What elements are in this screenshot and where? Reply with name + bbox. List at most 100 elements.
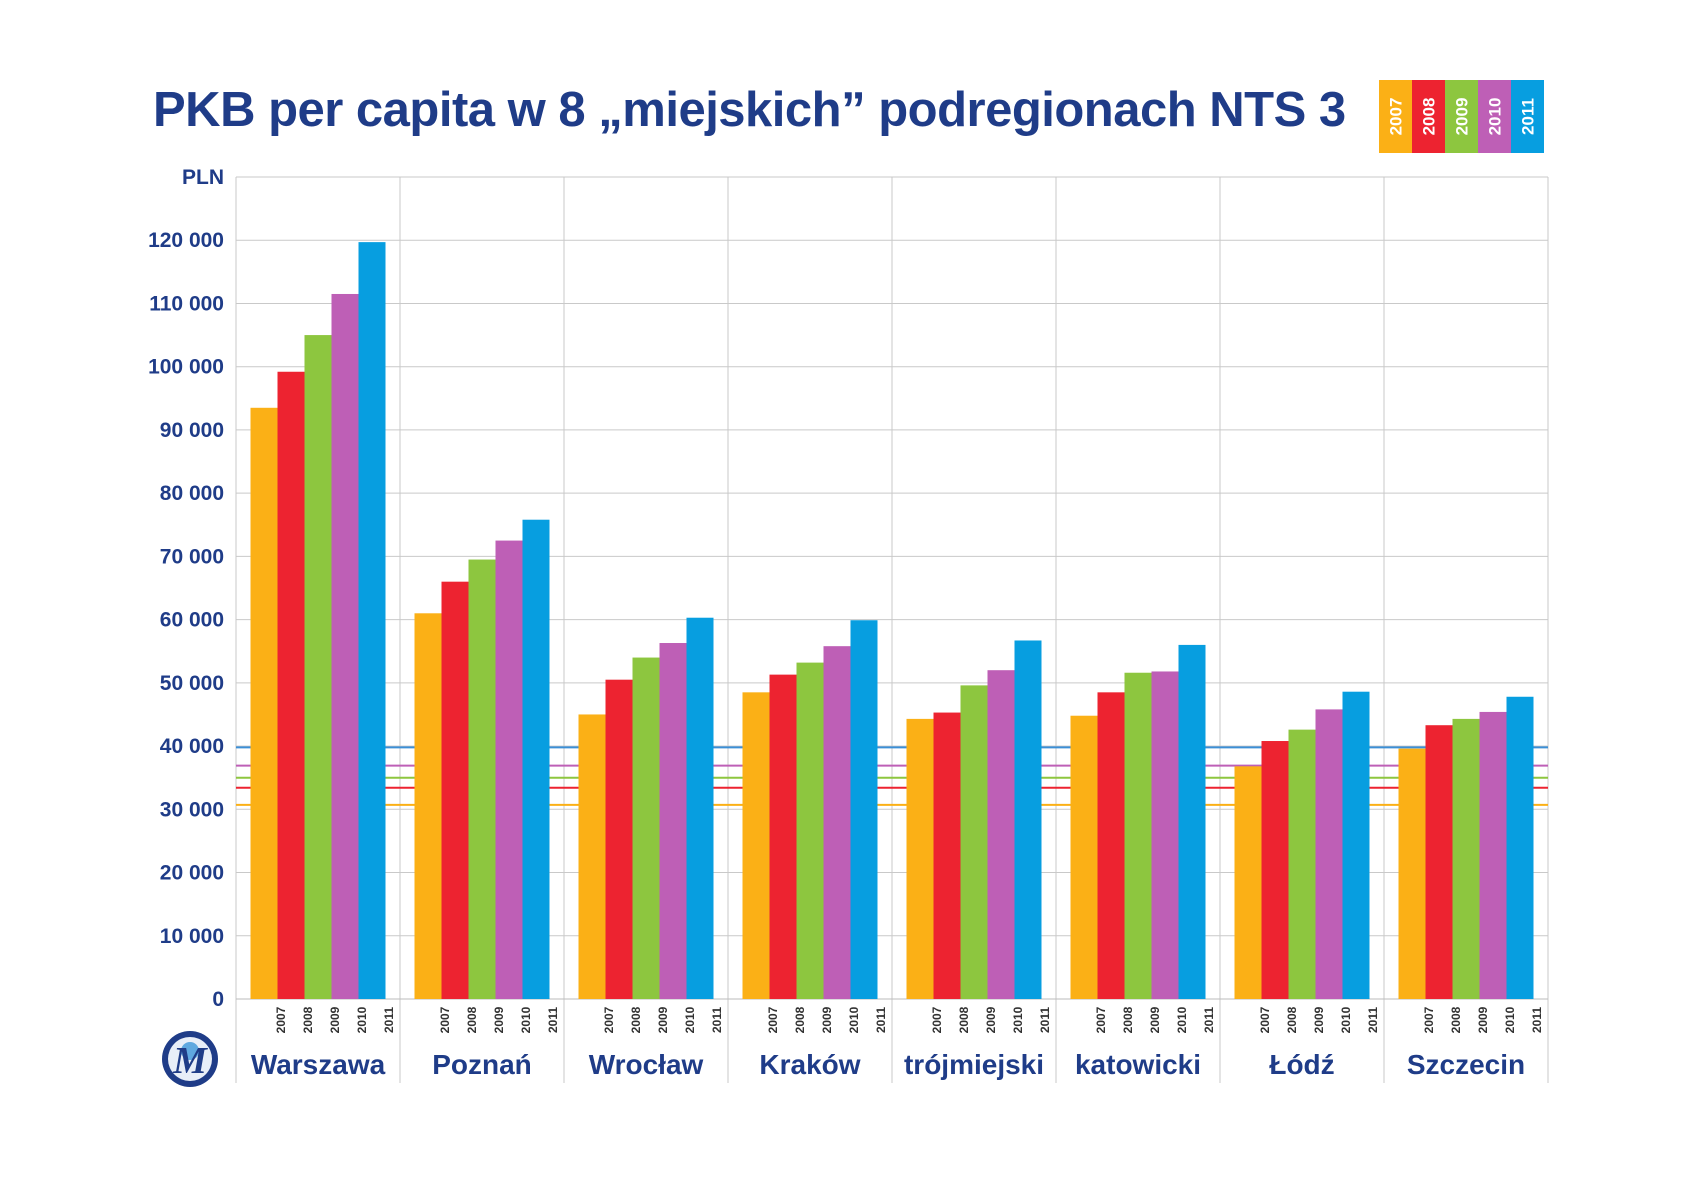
axes: 0 10 000 20 000 30 000 40 000 50 000 60 000 70 … <box>148 166 1544 1080</box>
x-year-label: 2008 <box>1449 1006 1463 1033</box>
y-tick-label: 40 000 <box>160 735 224 758</box>
bar-2011 <box>1506 696 1534 999</box>
x-year-label: 2011 <box>1530 1007 1544 1033</box>
x-year-label: 2008 <box>1121 1006 1135 1033</box>
chart-title: PKB per capita w 8 „miejskich” podregion… <box>153 83 1346 137</box>
x-year-label: 2009 <box>820 1006 834 1033</box>
x-year-label: 2010 <box>1503 1006 1517 1033</box>
bar-2011 <box>1342 691 1370 999</box>
bar-2010 <box>1315 709 1343 999</box>
bar-2007 <box>578 714 606 999</box>
bar-2007 <box>1234 766 1262 999</box>
x-year-label: 2008 <box>629 1006 643 1033</box>
y-tick-label: 0 <box>212 988 224 1011</box>
category-label: Łódź <box>1269 1049 1334 1080</box>
x-year-label: 2010 <box>519 1006 533 1033</box>
y-tick-label: 50 000 <box>160 672 224 695</box>
y-tick-label: 10 000 <box>160 925 224 948</box>
bar-2007 <box>1070 715 1098 999</box>
x-year-label: 2011 <box>874 1007 888 1033</box>
bar-2008 <box>441 581 469 999</box>
x-year-label: 2009 <box>1148 1006 1162 1033</box>
bar-2009 <box>796 662 824 999</box>
x-year-label: 2011 <box>710 1007 724 1033</box>
bar-2010 <box>659 643 687 999</box>
x-year-label: 2008 <box>465 1006 479 1033</box>
category-label: katowicki <box>1075 1049 1201 1080</box>
bar-2008 <box>933 712 961 999</box>
x-year-label: 2009 <box>328 1006 342 1033</box>
bar-2007 <box>906 718 934 999</box>
legend-label: 2007 <box>1387 98 1406 136</box>
y-tick-label: 100 000 <box>148 356 224 379</box>
bar-2011 <box>522 519 550 999</box>
y-tick-label: 80 000 <box>160 482 224 505</box>
x-year-label: 2007 <box>766 1006 780 1033</box>
legend-label: 2008 <box>1420 98 1439 136</box>
bars <box>250 242 1534 1000</box>
x-year-label: 2011 <box>1038 1007 1052 1033</box>
x-year-label: 2007 <box>438 1006 452 1033</box>
bar-2008 <box>277 371 305 1000</box>
x-year-label: 2011 <box>1202 1007 1216 1033</box>
bar-2011 <box>1178 644 1206 999</box>
bar-2007 <box>1398 748 1426 999</box>
legend-label: 2011 <box>1519 98 1538 135</box>
x-year-label: 2007 <box>602 1006 616 1033</box>
legend-swatch-2009 <box>1445 80 1478 153</box>
bar-2010 <box>1479 711 1507 999</box>
bar-2007 <box>250 407 278 999</box>
legend: 2007 2008 2009 2010 2011 <box>1379 80 1544 153</box>
category-label: Wrocław <box>589 1049 704 1080</box>
bar-2009 <box>468 559 496 999</box>
logo-letter: M <box>172 1040 208 1082</box>
bar-2010 <box>495 540 523 999</box>
y-tick-label: 30 000 <box>160 798 224 821</box>
category-label: Warszawa <box>251 1049 386 1080</box>
bar-2011 <box>1014 640 1042 999</box>
bar-2008 <box>1261 741 1289 999</box>
bar-2009 <box>632 657 660 999</box>
metropolis-logo: M <box>162 1031 218 1087</box>
bar-2009 <box>304 335 332 1000</box>
bar-2009 <box>960 685 988 999</box>
y-tick-label: 110 000 <box>149 292 224 315</box>
x-year-label: 2007 <box>1258 1006 1272 1033</box>
x-year-label: 2010 <box>1175 1006 1189 1033</box>
bar-2008 <box>1097 692 1125 999</box>
x-year-label: 2009 <box>1476 1006 1490 1033</box>
x-year-label: 2011 <box>546 1007 560 1033</box>
logo-globe-icon <box>181 1042 199 1060</box>
category-label: Kraków <box>759 1049 860 1080</box>
legend-swatch-2008 <box>1412 80 1445 153</box>
y-tick-label: 60 000 <box>160 609 224 632</box>
y-tick-label: 70 000 <box>160 545 224 568</box>
category-label: Poznań <box>432 1049 532 1080</box>
x-year-label: 2011 <box>1366 1007 1380 1033</box>
x-year-label: 2010 <box>847 1006 861 1033</box>
category-label: trójmiejski <box>904 1049 1044 1080</box>
legend-swatch-2007 <box>1379 80 1412 153</box>
x-year-label: 2011 <box>382 1007 396 1033</box>
x-year-label: 2007 <box>1094 1006 1108 1033</box>
bar-2010 <box>823 646 851 999</box>
x-year-label: 2010 <box>1011 1006 1025 1033</box>
x-year-label: 2009 <box>656 1006 670 1033</box>
x-year-label: 2007 <box>930 1006 944 1033</box>
y-tick-label: 90 000 <box>160 419 224 442</box>
bar-2011 <box>358 242 386 999</box>
x-year-label: 2010 <box>355 1006 369 1033</box>
legend-swatch-2010 <box>1478 80 1511 153</box>
bar-2010 <box>331 293 359 999</box>
bar-2007 <box>414 613 442 999</box>
x-year-label: 2008 <box>793 1006 807 1033</box>
bar-2010 <box>987 670 1015 999</box>
bar-2009 <box>1124 672 1152 999</box>
bar-2009 <box>1452 718 1480 999</box>
bar-2011 <box>850 620 878 999</box>
x-year-label: 2010 <box>1339 1006 1353 1033</box>
x-year-label: 2010 <box>683 1006 697 1033</box>
legend-label: 2009 <box>1453 98 1472 136</box>
legend-swatch-2011 <box>1511 80 1544 153</box>
